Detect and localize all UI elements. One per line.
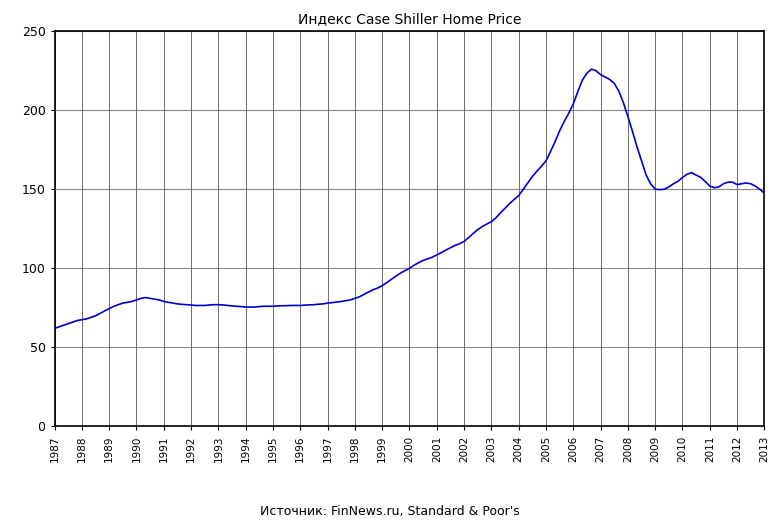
Title: Индекс Case Shiller Home Price: Индекс Case Shiller Home Price	[298, 12, 521, 26]
Text: Источник: FinNews.ru, Standard & Poor's: Источник: FinNews.ru, Standard & Poor's	[260, 505, 520, 518]
